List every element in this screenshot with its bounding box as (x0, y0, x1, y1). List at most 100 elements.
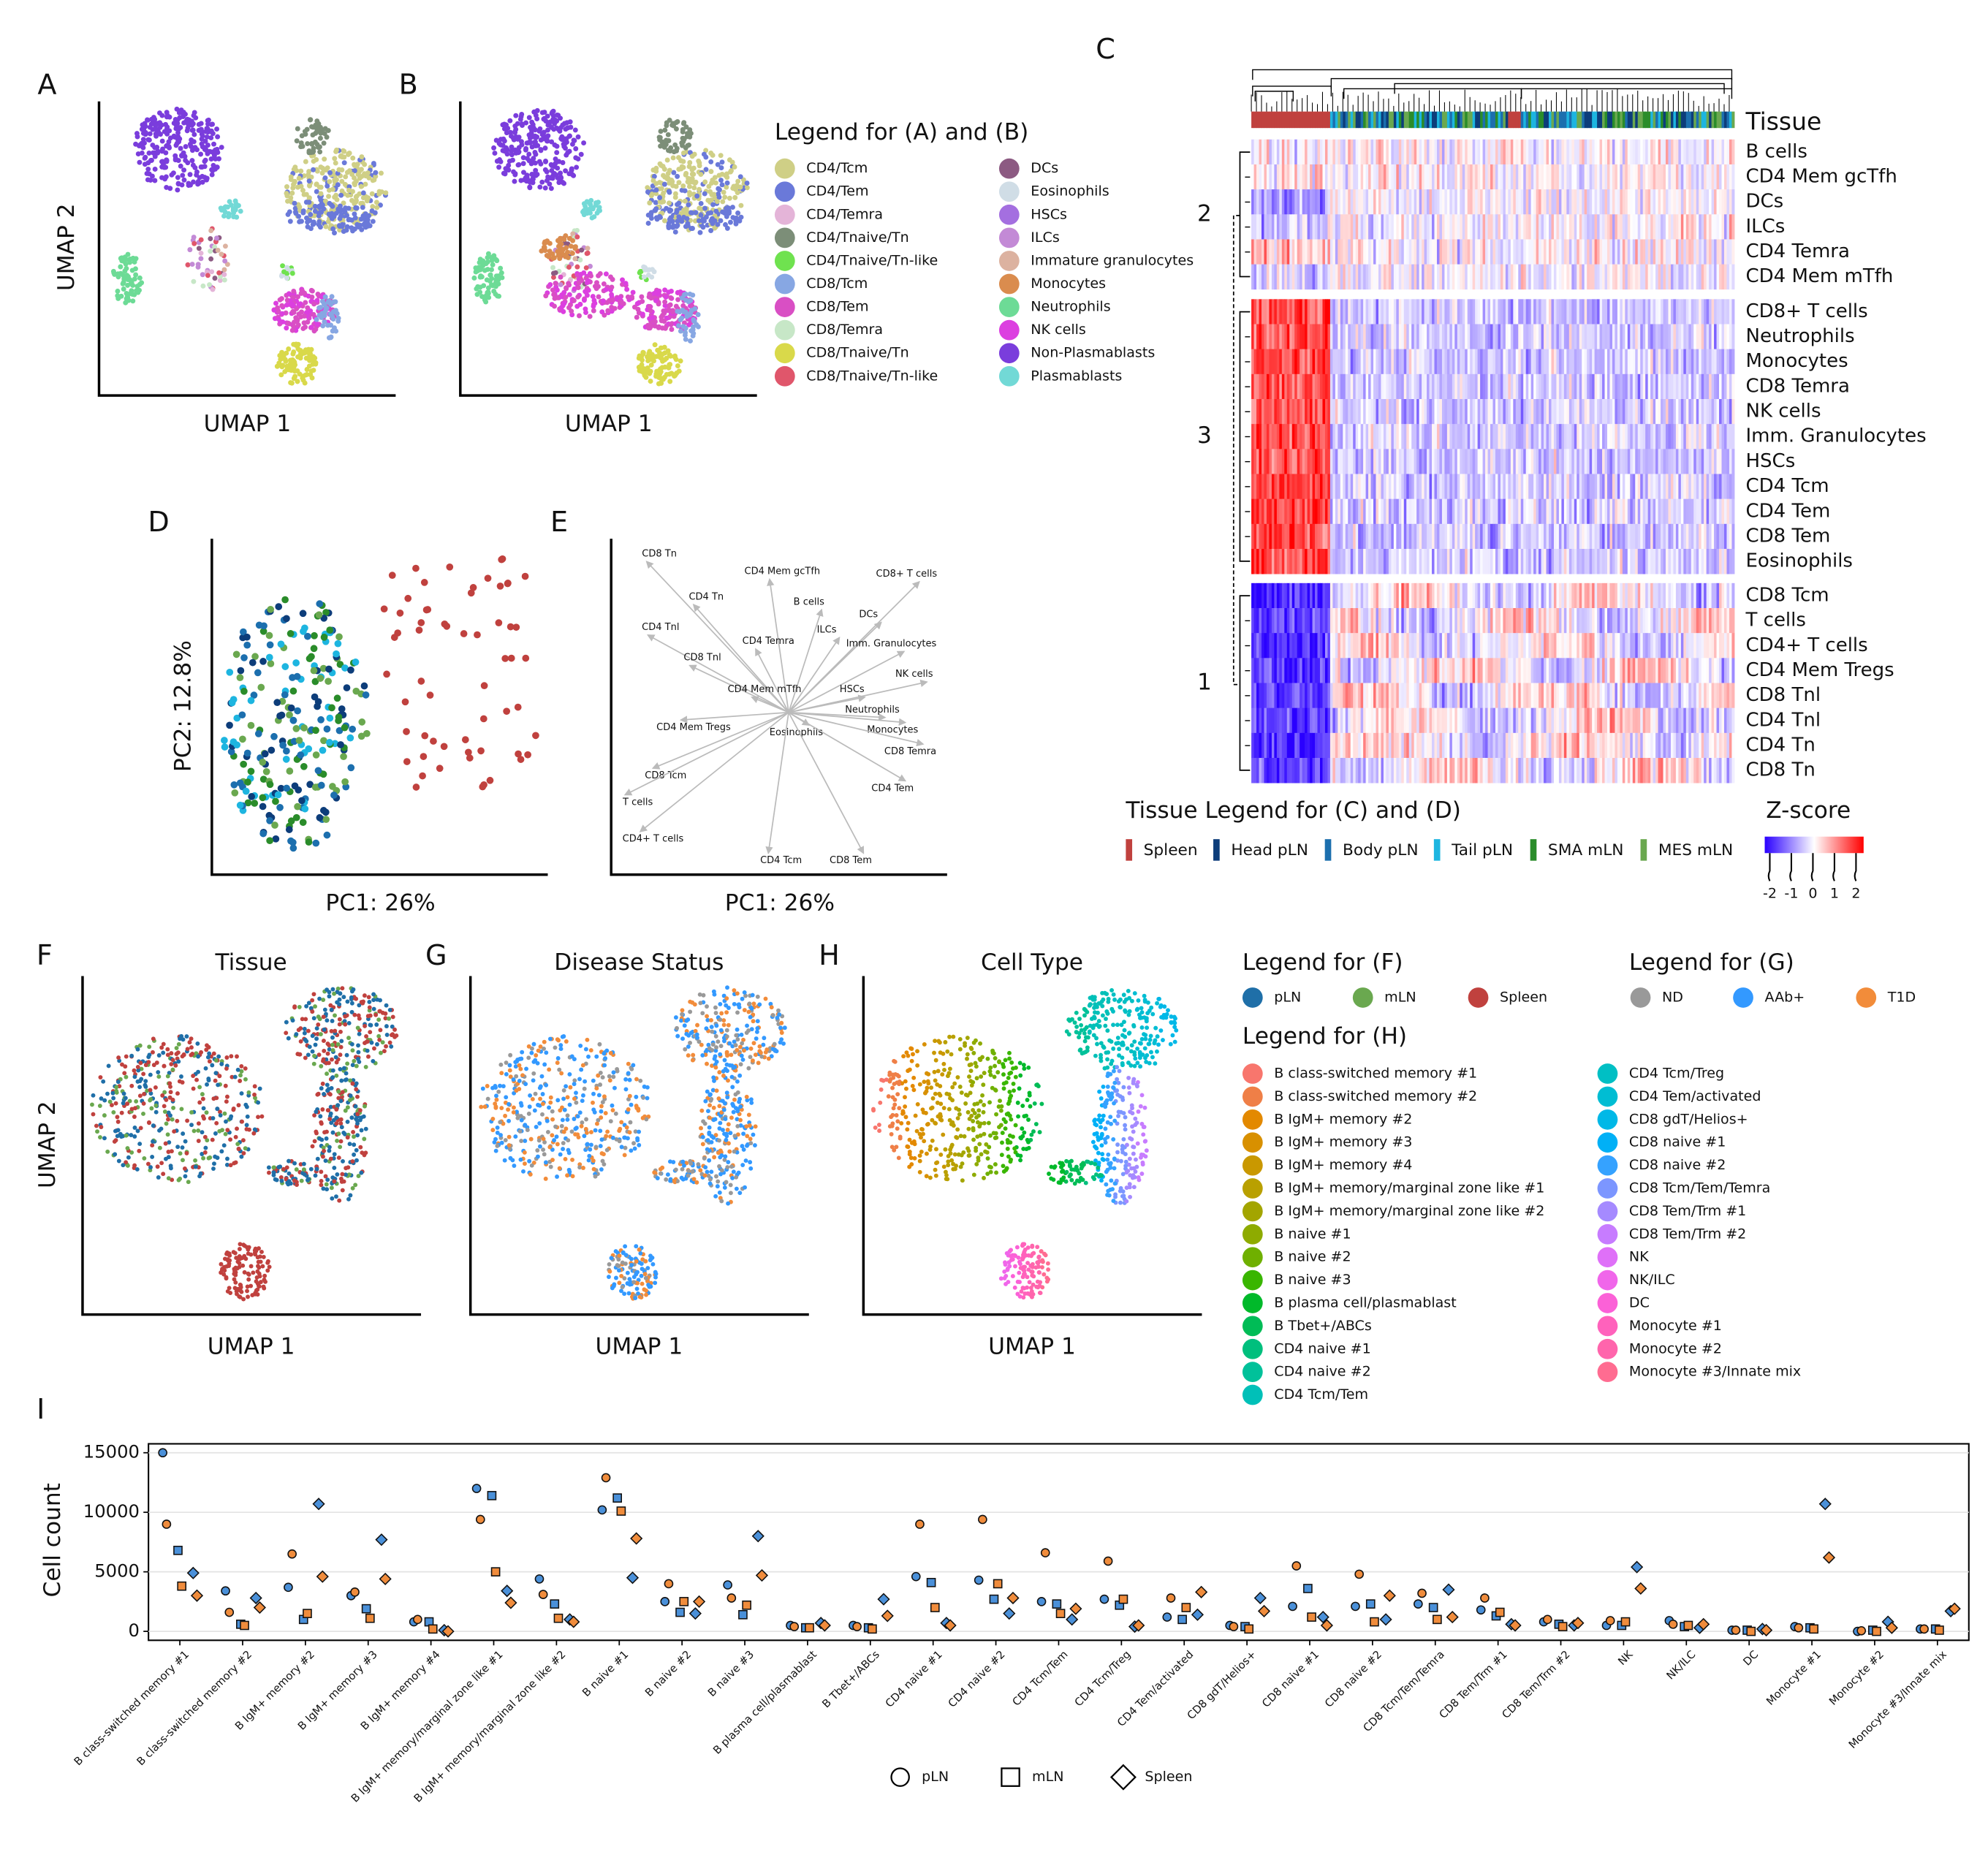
heatmap-cell (1508, 189, 1511, 215)
heatmap-cell (1544, 324, 1547, 350)
embedding-point (123, 261, 129, 267)
heatmap-cell (1441, 424, 1445, 449)
heatmap-cell (1284, 424, 1288, 449)
heatmap-cell (1419, 214, 1422, 240)
embedding-point (211, 153, 217, 159)
heatmap-cell (1536, 398, 1539, 425)
embedding-point (630, 289, 636, 295)
heatmap-cell (1711, 424, 1715, 449)
heatmap-cell (1699, 189, 1702, 215)
heatmap-cell (1602, 398, 1606, 425)
heatmap-cell (1510, 424, 1514, 449)
heatmap-cell (1665, 324, 1669, 350)
heatmap-cell (1503, 398, 1506, 425)
heatmap-cell (1663, 139, 1666, 165)
heatmap-cell (1582, 139, 1585, 165)
heatmap-cell (1574, 349, 1577, 375)
heatmap-cell (1370, 324, 1374, 350)
heatmap-cell (1446, 189, 1450, 215)
embedding-point (364, 198, 370, 204)
heatmap-cell (1685, 299, 1689, 325)
embedding-point (652, 290, 658, 296)
heatmap-cell (1678, 324, 1682, 350)
heatmap-cell (1485, 449, 1489, 474)
heatmap-cell (1284, 349, 1288, 375)
embedding-point (320, 165, 326, 171)
heatmap-cell (1340, 324, 1343, 350)
heatmap-cell (1350, 299, 1354, 325)
heatmap-cell (1508, 139, 1511, 165)
heatmap-cell (1454, 398, 1458, 425)
embedding-point (306, 178, 312, 184)
heatmap-cell (1635, 299, 1639, 325)
heatmap-cell (1627, 214, 1631, 240)
heatmap-cell (1594, 164, 1598, 190)
embedding-point (647, 292, 653, 297)
embedding-point (214, 126, 220, 132)
heatmap-cell (1419, 189, 1422, 215)
heatmap-cell (1508, 164, 1511, 190)
heatmap-cell (1498, 239, 1501, 265)
heatmap-cell (1297, 324, 1300, 350)
heatmap-cell (1577, 164, 1580, 190)
heatmap-cell (1539, 189, 1542, 215)
heatmap-cell (1630, 164, 1634, 190)
heatmap-cell (1599, 373, 1603, 400)
heatmap-cell (1363, 349, 1367, 375)
heatmap-cell (1500, 449, 1503, 474)
heatmap-cell (1266, 189, 1270, 215)
embedding-point (209, 172, 215, 178)
heatmap-cell (1300, 164, 1303, 190)
heatmap-cell (1348, 214, 1351, 240)
embedding-point (337, 224, 343, 229)
heatmap-cell (1609, 349, 1613, 375)
embedding-point (542, 145, 548, 151)
embedding-point (325, 183, 330, 189)
heatmap-cell (1259, 349, 1262, 375)
heatmap-cell (1251, 373, 1255, 400)
embedding-point (725, 210, 731, 216)
heatmap-cell (1327, 398, 1331, 425)
heatmap-cell (1340, 398, 1343, 425)
heatmap-cell (1393, 164, 1397, 190)
heatmap-cell (1406, 264, 1410, 290)
heatmap-cell (1441, 139, 1445, 165)
embedding-point (337, 227, 343, 233)
heatmap-cell (1723, 449, 1727, 474)
heatmap-cell (1536, 349, 1539, 375)
heatmap-cell (1363, 264, 1367, 290)
embedding-point (702, 205, 708, 211)
embedding-point (336, 167, 342, 172)
heatmap-cell (1716, 349, 1720, 375)
heatmap-cell (1360, 214, 1364, 240)
heatmap-cell (1630, 324, 1634, 350)
heatmap-cell (1475, 214, 1479, 240)
heatmap-cell (1434, 189, 1438, 215)
heatmap-cell (1319, 139, 1323, 165)
heatmap-cell (1411, 324, 1415, 350)
heatmap-cell (1467, 239, 1471, 265)
heatmap-cell (1561, 449, 1565, 474)
embedding-point (652, 354, 658, 360)
embedding-point (491, 253, 497, 259)
heatmap-cell (1391, 139, 1395, 165)
heatmap-cell (1729, 324, 1732, 350)
heatmap-cell (1693, 373, 1697, 400)
heatmap-cell (1701, 424, 1704, 449)
embedding-point (322, 294, 328, 300)
heatmap-cell (1429, 139, 1433, 165)
heatmap-cell (1297, 164, 1300, 190)
embedding-point (143, 154, 148, 160)
embedding-point (564, 254, 569, 259)
heatmap-cell (1465, 299, 1468, 325)
heatmap-cell (1487, 349, 1491, 375)
heatmap-cell (1592, 239, 1596, 265)
embedding-point (663, 295, 669, 300)
heatmap-cell (1408, 349, 1412, 375)
heatmap-cell (1419, 398, 1422, 425)
embedding-point (555, 113, 561, 118)
heatmap-cell (1678, 299, 1682, 325)
heatmap-cell (1391, 424, 1395, 449)
heatmap-cell (1462, 189, 1465, 215)
heatmap-cell (1587, 398, 1590, 425)
